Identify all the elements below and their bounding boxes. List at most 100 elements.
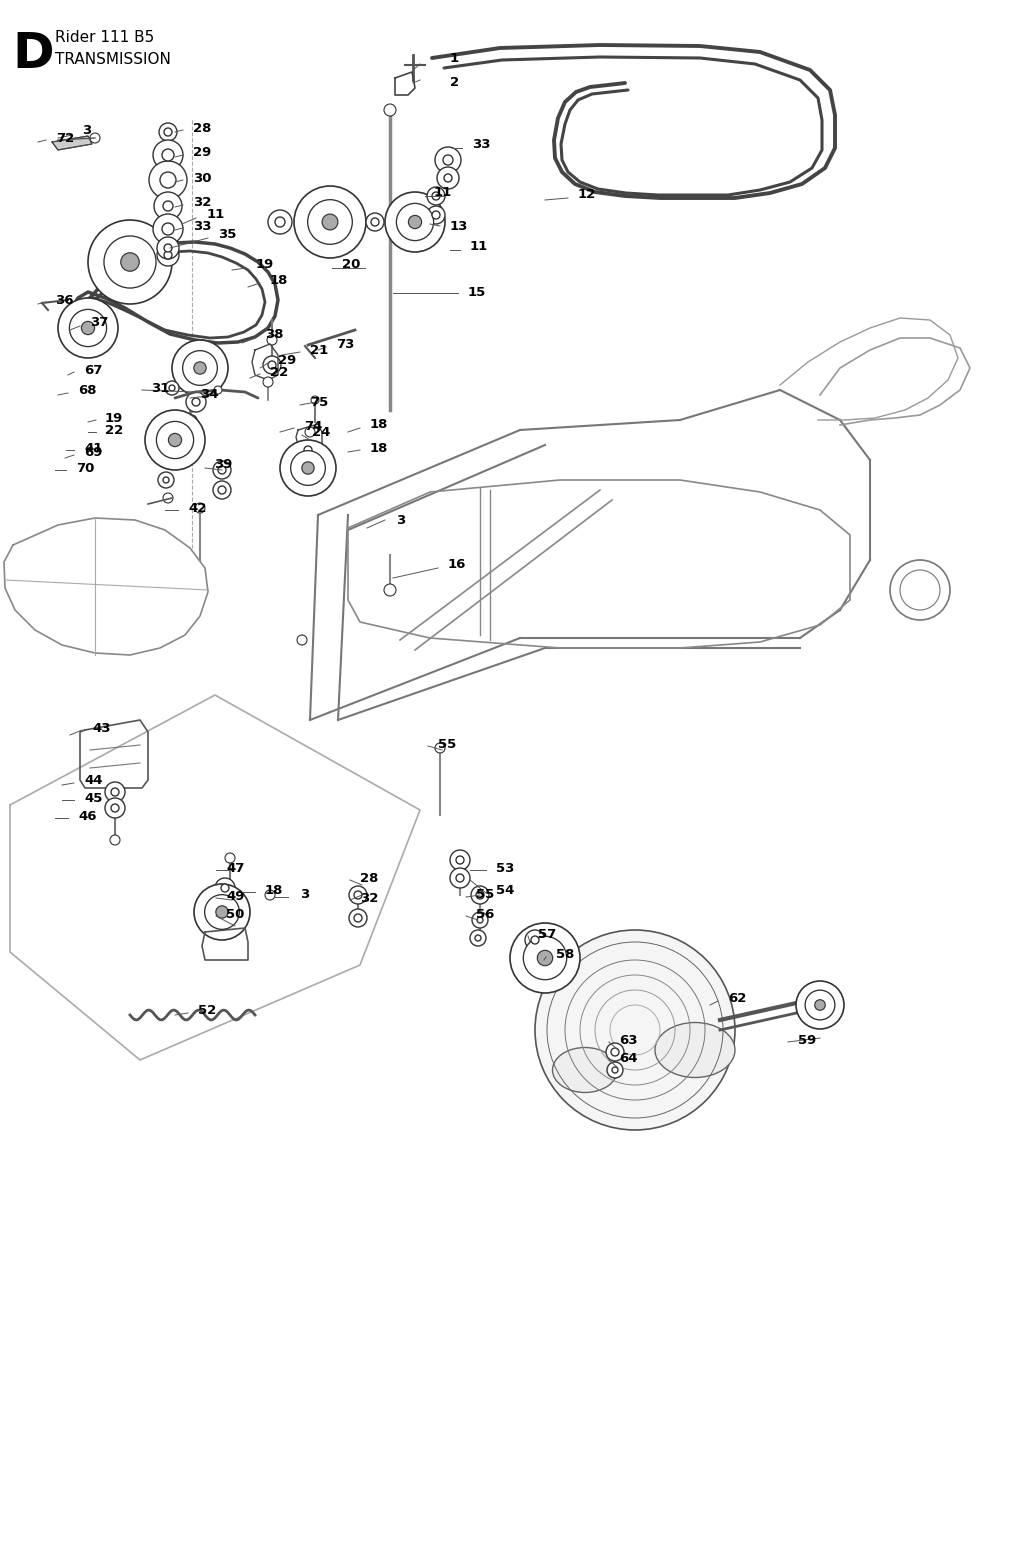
- Circle shape: [606, 1043, 624, 1062]
- Circle shape: [443, 155, 453, 164]
- Circle shape: [265, 889, 275, 900]
- Text: 39: 39: [214, 459, 232, 471]
- Circle shape: [307, 200, 352, 244]
- Circle shape: [163, 478, 169, 482]
- Circle shape: [263, 355, 281, 374]
- Text: 62: 62: [728, 993, 746, 1005]
- Text: 3: 3: [300, 888, 309, 902]
- Text: 20: 20: [342, 258, 360, 271]
- Circle shape: [349, 908, 367, 927]
- Circle shape: [194, 362, 206, 374]
- Text: 22: 22: [270, 365, 288, 379]
- Circle shape: [105, 781, 125, 802]
- Text: 49: 49: [226, 889, 245, 902]
- Text: 56: 56: [476, 908, 495, 921]
- Circle shape: [432, 193, 440, 200]
- Text: 43: 43: [92, 722, 111, 734]
- Circle shape: [305, 428, 315, 437]
- Circle shape: [470, 930, 486, 946]
- Circle shape: [268, 210, 292, 233]
- Circle shape: [371, 218, 379, 226]
- Circle shape: [70, 310, 106, 346]
- Circle shape: [291, 451, 326, 485]
- Text: 11: 11: [434, 186, 453, 199]
- Text: 44: 44: [84, 775, 102, 788]
- Circle shape: [890, 561, 950, 620]
- Circle shape: [304, 446, 312, 454]
- Circle shape: [164, 251, 172, 258]
- Circle shape: [535, 930, 735, 1131]
- Circle shape: [510, 922, 580, 993]
- Circle shape: [160, 172, 176, 188]
- Text: 1: 1: [450, 52, 459, 64]
- Circle shape: [213, 481, 231, 500]
- Text: 52: 52: [198, 1004, 216, 1018]
- Text: 68: 68: [78, 385, 96, 398]
- Circle shape: [267, 335, 278, 345]
- Circle shape: [456, 874, 464, 882]
- Text: 69: 69: [84, 446, 102, 459]
- Circle shape: [88, 219, 172, 304]
- Circle shape: [153, 215, 183, 244]
- Text: TRANSMISSION: TRANSMISSION: [55, 52, 171, 67]
- Text: 70: 70: [76, 462, 94, 474]
- Circle shape: [153, 139, 183, 171]
- Circle shape: [162, 222, 174, 235]
- Circle shape: [104, 236, 156, 288]
- Text: 13: 13: [450, 219, 468, 232]
- Circle shape: [450, 850, 470, 871]
- Circle shape: [384, 103, 396, 116]
- Text: 54: 54: [496, 885, 514, 897]
- Text: 37: 37: [90, 316, 109, 329]
- Text: 75: 75: [310, 396, 329, 409]
- Text: 38: 38: [265, 329, 284, 341]
- Circle shape: [157, 244, 179, 266]
- Text: 15: 15: [468, 287, 486, 299]
- Circle shape: [225, 853, 234, 863]
- Circle shape: [195, 503, 205, 514]
- Circle shape: [796, 980, 844, 1029]
- Circle shape: [435, 147, 461, 172]
- Circle shape: [214, 385, 222, 395]
- Circle shape: [81, 321, 94, 335]
- Text: 19: 19: [105, 412, 123, 424]
- Text: 33: 33: [472, 138, 490, 152]
- Circle shape: [523, 936, 566, 980]
- Text: 64: 64: [618, 1051, 638, 1065]
- Circle shape: [323, 215, 338, 230]
- Text: 55: 55: [438, 738, 457, 750]
- Text: 28: 28: [360, 872, 379, 885]
- Circle shape: [150, 161, 187, 199]
- Circle shape: [111, 803, 119, 813]
- Circle shape: [218, 467, 226, 474]
- Circle shape: [437, 168, 459, 189]
- Text: Rider 111 B5: Rider 111 B5: [55, 30, 155, 45]
- Text: 3: 3: [396, 514, 406, 526]
- Circle shape: [182, 351, 217, 385]
- Circle shape: [194, 883, 250, 940]
- Circle shape: [311, 396, 319, 404]
- Polygon shape: [52, 136, 92, 150]
- Ellipse shape: [553, 1048, 617, 1093]
- Text: 31: 31: [151, 382, 169, 395]
- Circle shape: [297, 634, 307, 645]
- Circle shape: [221, 883, 229, 893]
- Circle shape: [218, 485, 226, 493]
- Text: 35: 35: [218, 229, 237, 241]
- Circle shape: [432, 211, 440, 219]
- Text: 11: 11: [470, 240, 488, 252]
- Circle shape: [384, 584, 396, 597]
- Circle shape: [477, 918, 483, 922]
- Circle shape: [280, 440, 336, 496]
- Circle shape: [444, 174, 452, 182]
- Text: 19: 19: [256, 258, 274, 271]
- Circle shape: [349, 886, 367, 904]
- Text: 16: 16: [449, 559, 466, 572]
- Text: 46: 46: [78, 810, 96, 822]
- Circle shape: [157, 421, 194, 459]
- Circle shape: [354, 891, 362, 899]
- Text: 67: 67: [84, 363, 102, 376]
- Circle shape: [172, 340, 228, 396]
- Circle shape: [805, 990, 835, 1019]
- Circle shape: [302, 462, 314, 474]
